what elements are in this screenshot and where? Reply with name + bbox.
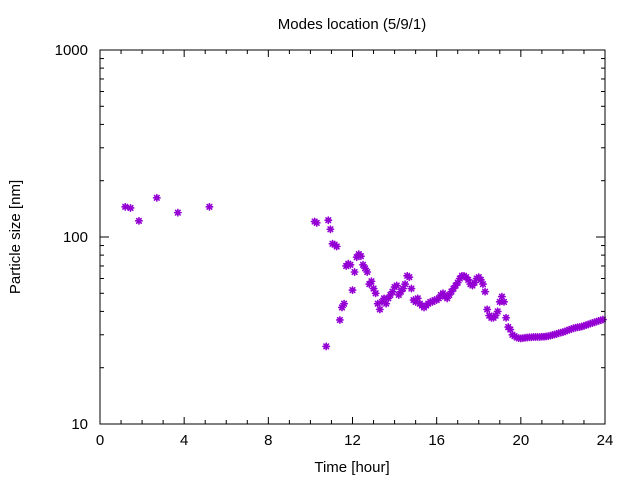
- data-point: [371, 289, 380, 298]
- x-tick-label: 20: [512, 432, 529, 449]
- y-axis-label: Particle size [nm]: [7, 180, 24, 294]
- y-tick-label: 1000: [55, 42, 88, 59]
- data-point: [173, 208, 182, 217]
- data-point: [363, 267, 372, 276]
- data-point: [380, 294, 389, 303]
- data-point: [481, 287, 490, 296]
- axes: 0 4 8 12 16 20 24 10 100 1000: [55, 42, 614, 449]
- y-tick-label: 100: [63, 229, 88, 246]
- data-point: [340, 299, 349, 308]
- data-point: [346, 260, 355, 269]
- data-point: [312, 218, 321, 227]
- data-point: [367, 277, 376, 286]
- x-tick-label: 4: [180, 432, 188, 449]
- x-tick-label: 8: [264, 432, 272, 449]
- data-point: [499, 297, 509, 306]
- data-point: [205, 202, 214, 211]
- data-point: [413, 294, 422, 303]
- x-tick-label: 12: [344, 432, 361, 449]
- data-point: [348, 286, 357, 295]
- data-point: [121, 202, 130, 211]
- data-point: [126, 203, 135, 212]
- data-point: [350, 267, 359, 276]
- data-point: [483, 305, 492, 314]
- x-tick-label: 16: [428, 432, 445, 449]
- data-point: [134, 216, 143, 225]
- x-axis-label: Time [hour]: [314, 459, 389, 476]
- data-points: [121, 193, 607, 351]
- data-point: [405, 273, 414, 282]
- y-tick-label: 10: [71, 416, 88, 433]
- data-point: [324, 216, 333, 225]
- plot-frame: [99, 49, 606, 425]
- data-point: [502, 313, 511, 322]
- x-tick-label: 24: [597, 432, 614, 449]
- data-point: [356, 252, 365, 261]
- data-point: [493, 307, 502, 316]
- data-point: [375, 305, 384, 314]
- data-point: [382, 299, 391, 308]
- data-point: [401, 280, 410, 289]
- data-point: [332, 242, 341, 251]
- x-tick-label: 0: [96, 432, 104, 449]
- chart-title: Modes location (5/9/1): [278, 16, 426, 33]
- data-point: [407, 284, 416, 293]
- data-point: [326, 225, 335, 234]
- data-point: [392, 281, 401, 290]
- data-point: [152, 193, 161, 202]
- data-point: [322, 342, 331, 351]
- data-point: [478, 280, 487, 289]
- data-point: [335, 315, 344, 324]
